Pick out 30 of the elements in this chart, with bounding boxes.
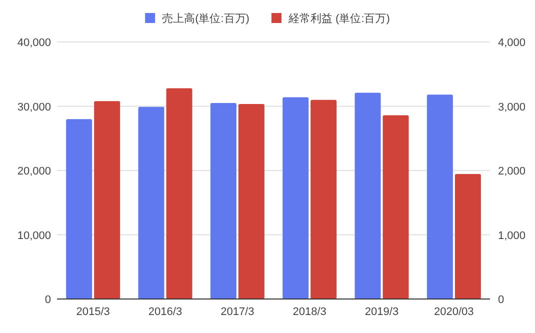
bar xyxy=(210,103,236,299)
bar xyxy=(382,115,409,299)
y-tick-label: 30,000 xyxy=(17,101,51,114)
x-tick-label: 2018/3 xyxy=(292,306,326,318)
bar xyxy=(94,101,120,299)
bar xyxy=(66,119,92,299)
bar xyxy=(282,97,309,299)
bar xyxy=(426,94,453,299)
x-tick-label: 2015/3 xyxy=(76,306,110,318)
bar xyxy=(454,174,481,299)
y2-tick-label: 0 xyxy=(498,294,504,306)
bar xyxy=(166,88,192,299)
legend-label: 売上高(単位:百万) xyxy=(162,12,250,25)
x-tick-label: 2017/3 xyxy=(220,306,254,318)
y-tick-label: 20,000 xyxy=(17,166,51,178)
y2-tick-label: 1,000 xyxy=(498,230,526,242)
y-tick-label: 0 xyxy=(44,294,51,306)
legend-label: 経常利益 (単位:百万) xyxy=(287,12,390,25)
y-tick-label: 10,000 xyxy=(17,230,51,242)
bar xyxy=(238,104,264,299)
y-tick-label: 40,000 xyxy=(17,37,51,49)
bar xyxy=(354,92,381,299)
y2-tick-label: 2,000 xyxy=(498,166,526,178)
y2-tick-label: 3,000 xyxy=(498,101,526,114)
bar xyxy=(138,106,164,299)
x-tick-label: 2020/03 xyxy=(434,306,474,318)
x-tick-label: 2019/3 xyxy=(364,306,399,318)
y2-tick-label: 4,000 xyxy=(498,37,526,49)
bar xyxy=(310,100,337,299)
x-tick-label: 2016/3 xyxy=(148,306,182,318)
